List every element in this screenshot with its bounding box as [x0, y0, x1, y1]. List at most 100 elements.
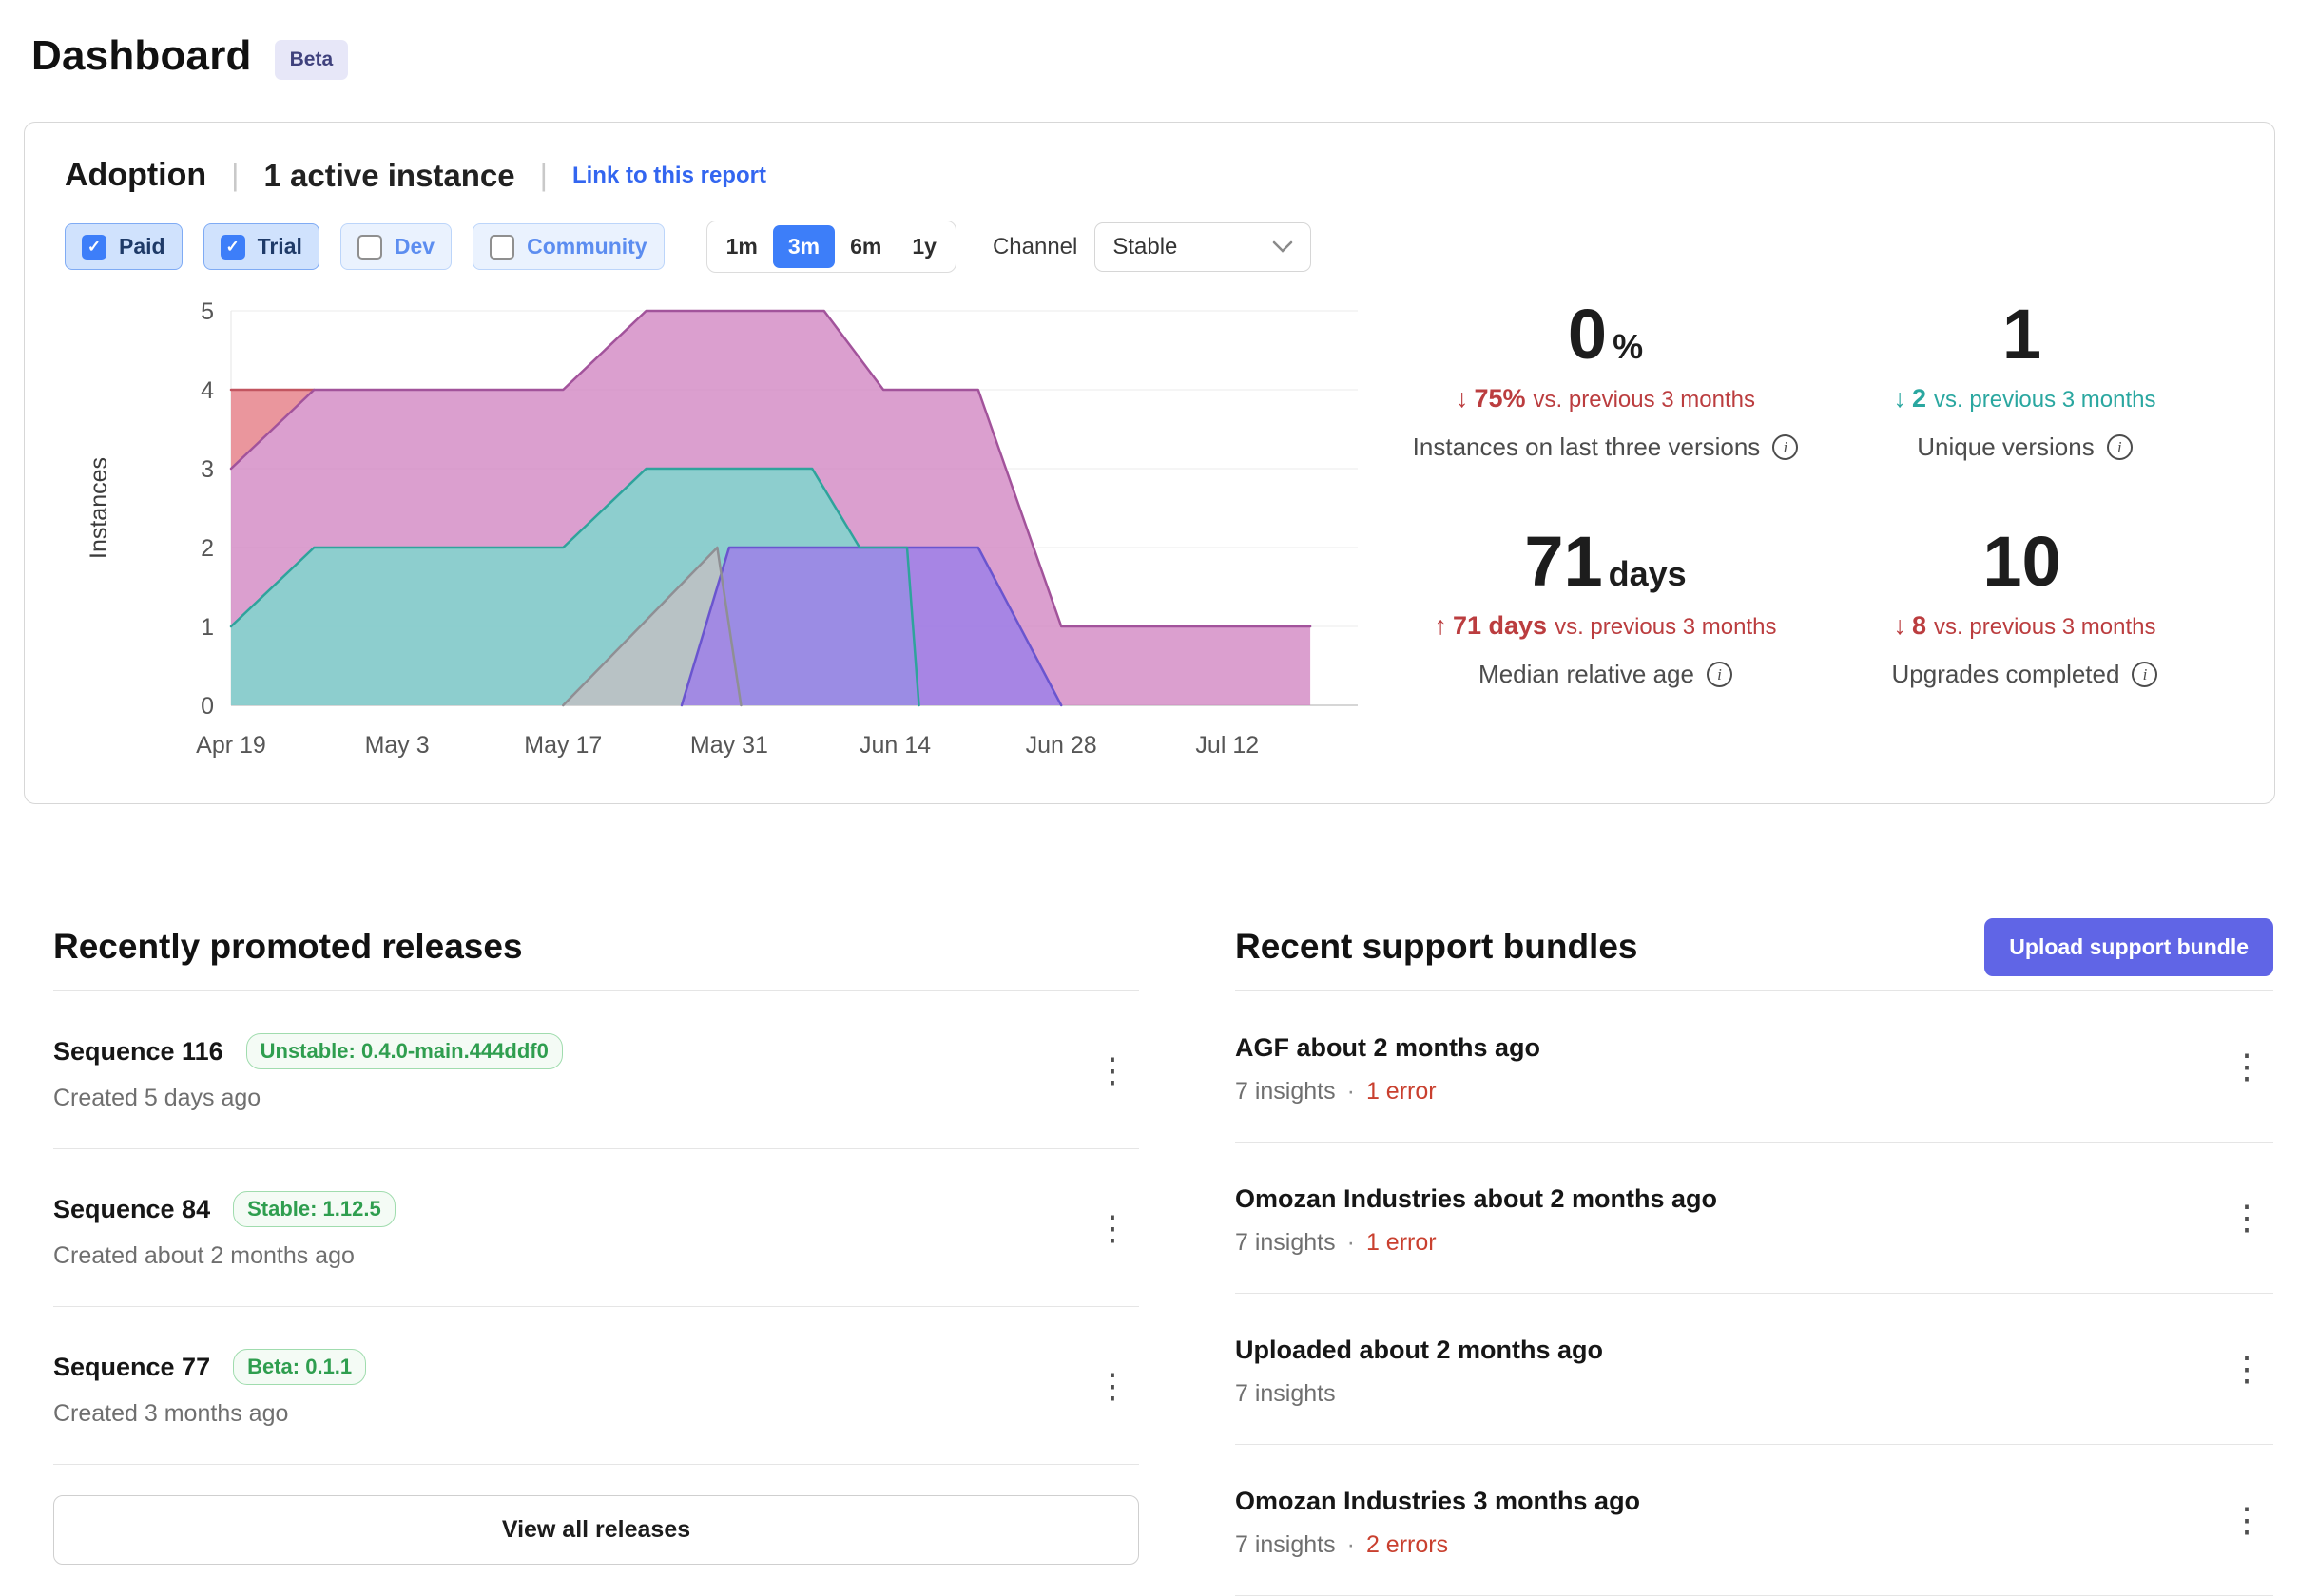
kebab-menu-icon[interactable]: ⋮ — [2230, 1349, 2264, 1388]
filter-community[interactable]: Community — [473, 223, 665, 270]
releases-section: Recently promoted releases Sequence 116 … — [53, 903, 1139, 1596]
svg-text:Jun 28: Jun 28 — [1026, 732, 1097, 759]
kebab-menu-icon[interactable]: ⋮ — [2230, 1500, 2264, 1539]
kebab-menu-icon[interactable]: ⋮ — [1095, 1207, 1130, 1247]
checkbox-icon — [490, 234, 515, 260]
svg-text:3: 3 — [201, 456, 214, 483]
active-instance-count: 1 active instance — [263, 157, 515, 193]
adoption-controls: ✓ Paid ✓ Trial Dev Community 1m 3m 6m 1y — [65, 221, 2234, 273]
beta-badge: Beta — [274, 40, 349, 80]
releases-header: Recently promoted releases — [53, 903, 1139, 990]
adoption-area-chart: 0 1 2 3 4 5 Apr 19 May 3 May 17 May 31 Jun 14 Jun 2… — [86, 298, 1358, 759]
range-3m-button[interactable]: 3m — [772, 225, 836, 268]
delta-caption: vs. previous 3 months — [1533, 387, 1755, 413]
svg-text:4: 4 — [201, 377, 214, 404]
filter-label: Paid — [119, 234, 165, 259]
bundle-insights: 7 insights — [1235, 1531, 1336, 1558]
info-icon[interactable]: i — [1772, 434, 1799, 460]
releases-list: Sequence 116 Unstable: 0.4.0-main.444ddf… — [53, 990, 1139, 1465]
svg-text:Jul 12: Jul 12 — [1195, 732, 1259, 759]
info-icon[interactable]: i — [2132, 662, 2158, 687]
adoption-card-header: Adoption | 1 active instance | Link to t… — [65, 157, 2234, 194]
stat-delta: ↓ 2 vs. previous 3 months — [1815, 384, 2234, 413]
filter-trial[interactable]: ✓ Trial — [203, 223, 319, 270]
checkbox-icon — [357, 234, 382, 260]
release-version-badge: Unstable: 0.4.0-main.444ddf0 — [245, 1033, 563, 1069]
link-to-report[interactable]: Link to this report — [571, 162, 766, 188]
release-version-badge: Beta: 0.1.1 — [233, 1349, 367, 1385]
chevron-down-icon — [1273, 240, 1293, 253]
page-header: Dashboard Beta — [31, 32, 2275, 80]
support-bundles-section: Recent support bundles Upload support bu… — [1235, 903, 2273, 1596]
bundles-header: Recent support bundles Upload support bu… — [1235, 903, 2273, 990]
bundle-row[interactable]: Omozan Industries about 2 months ago 7 i… — [1235, 1143, 2273, 1294]
release-created: Created about 2 months ago — [53, 1242, 355, 1269]
release-title: Sequence 116 — [53, 1036, 223, 1066]
svg-text:Instances: Instances — [86, 457, 112, 559]
adoption-card: Adoption | 1 active instance | Link to t… — [24, 122, 2275, 804]
adoption-content: 0 1 2 3 4 5 Apr 19 May 3 May 17 May 31 Jun 14 Jun 2… — [65, 294, 2234, 779]
delta-value: 8 — [1912, 611, 1927, 640]
filter-dev[interactable]: Dev — [339, 223, 453, 270]
stat-unique-versions: 1 ↓ 2 vs. previous 3 months Unique version… — [1815, 294, 2234, 462]
view-all-releases-button[interactable]: View all releases — [53, 1495, 1139, 1565]
release-title: Sequence 77 — [53, 1352, 211, 1381]
delta-value: 2 — [1912, 384, 1927, 413]
range-1y-button[interactable]: 1y — [897, 225, 952, 268]
stat-label: Instances on last three versions i — [1396, 433, 1815, 462]
svg-text:Apr 19: Apr 19 — [196, 732, 266, 759]
dot-separator: · — [1346, 1531, 1355, 1558]
bundle-title: Omozan Industries about 2 months ago — [1235, 1184, 1718, 1213]
dot-separator: · — [1346, 1078, 1355, 1105]
release-version-badge: Stable: 1.12.5 — [233, 1191, 396, 1227]
separator: | — [539, 158, 548, 192]
stat-delta: ↑ 71 days vs. previous 3 months — [1396, 611, 1815, 641]
stat-label-text: Upgrades completed — [1891, 660, 2120, 688]
stat-delta: ↓ 8 vs. previous 3 months — [1815, 611, 2234, 641]
delta-arrow-icon: ↓ — [1893, 611, 1907, 640]
stat-instances-last-three-versions: 0% ↓ 75% vs. previous 3 months Instances o… — [1396, 294, 1815, 462]
stat-value-suffix: % — [1613, 327, 1644, 366]
release-row: Sequence 84 Stable: 1.12.5 Created about… — [53, 1149, 1139, 1307]
svg-text:May 17: May 17 — [524, 732, 602, 759]
filter-paid[interactable]: ✓ Paid — [65, 223, 183, 270]
upload-support-bundle-button[interactable]: Upload support bundle — [1984, 917, 2273, 976]
checkbox-icon: ✓ — [220, 234, 245, 260]
stat-value-number: 71 — [1524, 522, 1603, 601]
info-icon[interactable]: i — [1706, 662, 1732, 687]
stat-label: Unique versions i — [1815, 433, 2234, 462]
stat-median-relative-age: 71 days ↑ 71 days vs. previous 3 months Med… — [1396, 521, 1815, 689]
svg-text:0: 0 — [201, 693, 214, 720]
kebab-menu-icon[interactable]: ⋮ — [2230, 1198, 2264, 1237]
svg-text:Jun 14: Jun 14 — [860, 732, 931, 759]
kebab-menu-icon[interactable]: ⋮ — [2230, 1047, 2264, 1086]
bundle-row[interactable]: AGF about 2 months ago 7 insights · 1 erro… — [1235, 991, 2273, 1143]
info-icon[interactable]: i — [2106, 434, 2133, 460]
bundle-row[interactable]: Uploaded about 2 months ago 7 insights· … — [1235, 1294, 2273, 1445]
bundle-error-count: 2 errors — [1365, 1531, 1449, 1558]
stat-upgrades-completed: 10 ↓ 8 vs. previous 3 months Upgrades comp… — [1815, 521, 2234, 689]
range-6m-button[interactable]: 6m — [835, 225, 897, 268]
bundle-error-count: 1 error — [1365, 1078, 1437, 1105]
filter-label: Community — [527, 234, 647, 259]
bundle-title: Omozan Industries 3 months ago — [1235, 1487, 1641, 1515]
stat-value: 0% — [1396, 294, 1815, 375]
lower-sections: Recently promoted releases Sequence 116 … — [24, 903, 2275, 1596]
bundle-row[interactable]: Omozan Industries 3 months ago 7 insight… — [1235, 1445, 2273, 1596]
filter-label: Dev — [394, 234, 435, 259]
stat-value: 10 — [1815, 521, 2234, 602]
bundle-error-count: 1 error — [1365, 1229, 1437, 1256]
channel-select[interactable]: Stable — [1094, 221, 1312, 272]
release-row: Sequence 116 Unstable: 0.4.0-main.444ddf… — [53, 991, 1139, 1149]
delta-caption: vs. previous 3 months — [1555, 614, 1777, 640]
kebab-menu-icon[interactable]: ⋮ — [1095, 1049, 1130, 1089]
bundle-insights: 7 insights — [1235, 1078, 1336, 1105]
delta-value: 71 days — [1452, 611, 1548, 640]
range-1m-button[interactable]: 1m — [711, 225, 773, 268]
release-created: Created 3 months ago — [53, 1400, 289, 1427]
delta-arrow-icon: ↓ — [1456, 384, 1469, 413]
bundles-heading: Recent support bundles — [1235, 927, 1638, 966]
kebab-menu-icon[interactable]: ⋮ — [1095, 1365, 1130, 1405]
time-range-group: 1m 3m 6m 1y — [705, 221, 956, 273]
